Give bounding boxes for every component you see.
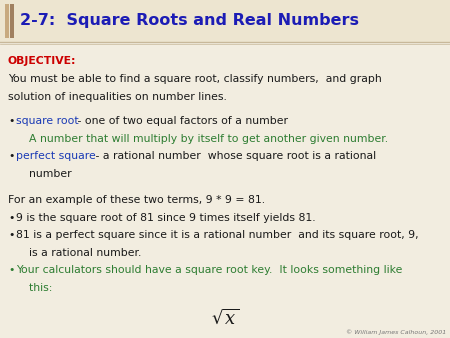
Text: Your calculators should have a square root key.  It looks something like: Your calculators should have a square ro… — [16, 265, 402, 275]
Bar — [5, 4, 9, 38]
Text: perfect square: perfect square — [16, 151, 96, 161]
Text: •: • — [8, 213, 14, 223]
Text: •: • — [8, 116, 14, 126]
Text: - one of two equal factors of a number: - one of two equal factors of a number — [74, 116, 288, 126]
Text: 81 is a perfect square since it is a rational number  and its square root, 9,: 81 is a perfect square since it is a rat… — [16, 230, 418, 240]
Text: •: • — [8, 230, 14, 240]
Text: •: • — [8, 151, 14, 161]
Text: © William James Calhoun, 2001: © William James Calhoun, 2001 — [346, 329, 446, 335]
Bar — [10, 4, 13, 38]
Text: For an example of these two terms, 9 * 9 = 81.: For an example of these two terms, 9 * 9… — [8, 195, 265, 205]
Bar — [0, 0, 450, 42]
Text: You must be able to find a square root, classify numbers,  and graph: You must be able to find a square root, … — [8, 74, 382, 84]
Text: this:: this: — [22, 283, 52, 293]
Text: •: • — [8, 265, 14, 275]
Text: is a rational number.: is a rational number. — [22, 248, 141, 258]
Text: square root: square root — [16, 116, 79, 126]
Text: solution of inequalities on number lines.: solution of inequalities on number lines… — [8, 92, 227, 102]
Text: - a rational number  whose square root is a rational: - a rational number whose square root is… — [92, 151, 376, 161]
Text: A number that will multiply by itself to get another given number.: A number that will multiply by itself to… — [22, 134, 388, 144]
Text: OBJECTIVE:: OBJECTIVE: — [8, 56, 76, 66]
Text: number: number — [22, 169, 72, 179]
Text: 2-7:  Square Roots and Real Numbers: 2-7: Square Roots and Real Numbers — [20, 14, 359, 28]
Text: 9 is the square root of 81 since 9 times itself yields 81.: 9 is the square root of 81 since 9 times… — [16, 213, 315, 223]
Text: $\sqrt{x}$: $\sqrt{x}$ — [211, 309, 239, 328]
